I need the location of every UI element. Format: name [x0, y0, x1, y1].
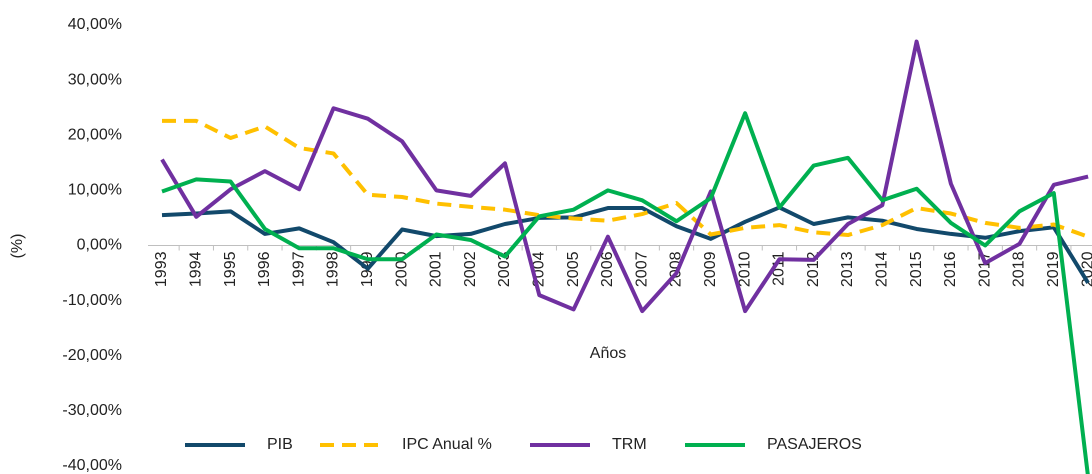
x-tick-label: 1997 — [290, 251, 307, 287]
x-tick-label: 2019 — [1045, 251, 1062, 287]
legend-label: PASAJEROS — [767, 436, 862, 453]
x-tick-label: 2005 — [565, 251, 582, 287]
y-tick-label: 20,00% — [68, 126, 122, 143]
x-tick-label: 2017 — [976, 251, 993, 287]
y-tick-label: 30,00% — [68, 71, 122, 88]
x-tick-label: 2015 — [908, 251, 925, 287]
x-tick-label: 1994 — [188, 251, 205, 287]
x-tick-label: 2014 — [874, 251, 891, 287]
x-tick-label: 2001 — [428, 251, 445, 287]
series-line — [161, 111, 1090, 474]
x-tick-label: 2018 — [1011, 251, 1028, 287]
x-tick-label: 1998 — [325, 251, 342, 287]
x-tick-label: 1996 — [256, 251, 273, 287]
series-line — [160, 39, 1089, 314]
y-tick-label: -20,00% — [62, 347, 122, 364]
y-tick-label: 0,00% — [77, 237, 122, 254]
y-tick-label: 10,00% — [68, 182, 122, 199]
x-tick-label: 2009 — [702, 251, 719, 287]
x-tick-label: 2013 — [839, 251, 856, 287]
x-tick-label: 2010 — [736, 251, 753, 287]
x-tick-label: 2003 — [496, 251, 513, 287]
y-tick-label: -30,00% — [62, 402, 122, 419]
y-tick-label: 40,00% — [68, 16, 122, 33]
x-tick-label: 2020 — [1079, 251, 1092, 287]
x-tick-label: 2002 — [462, 251, 479, 287]
x-tick-label: 2007 — [633, 251, 650, 287]
legend-label: IPC Anual % — [402, 436, 492, 453]
x-tick-label: 2006 — [599, 251, 616, 287]
legend-label: PIB — [267, 436, 293, 453]
x-tick-label: 1995 — [222, 251, 239, 287]
y-tick-label: -10,00% — [62, 292, 122, 309]
series-line — [161, 205, 1090, 285]
legend-label: TRM — [612, 436, 647, 453]
y-tick-label: -40,00% — [62, 457, 122, 474]
x-axis-label: Años — [590, 345, 626, 362]
y-axis-label: (%) — [9, 234, 26, 259]
x-tick-label: 1993 — [153, 251, 170, 287]
x-tick-label: 2016 — [942, 251, 959, 287]
